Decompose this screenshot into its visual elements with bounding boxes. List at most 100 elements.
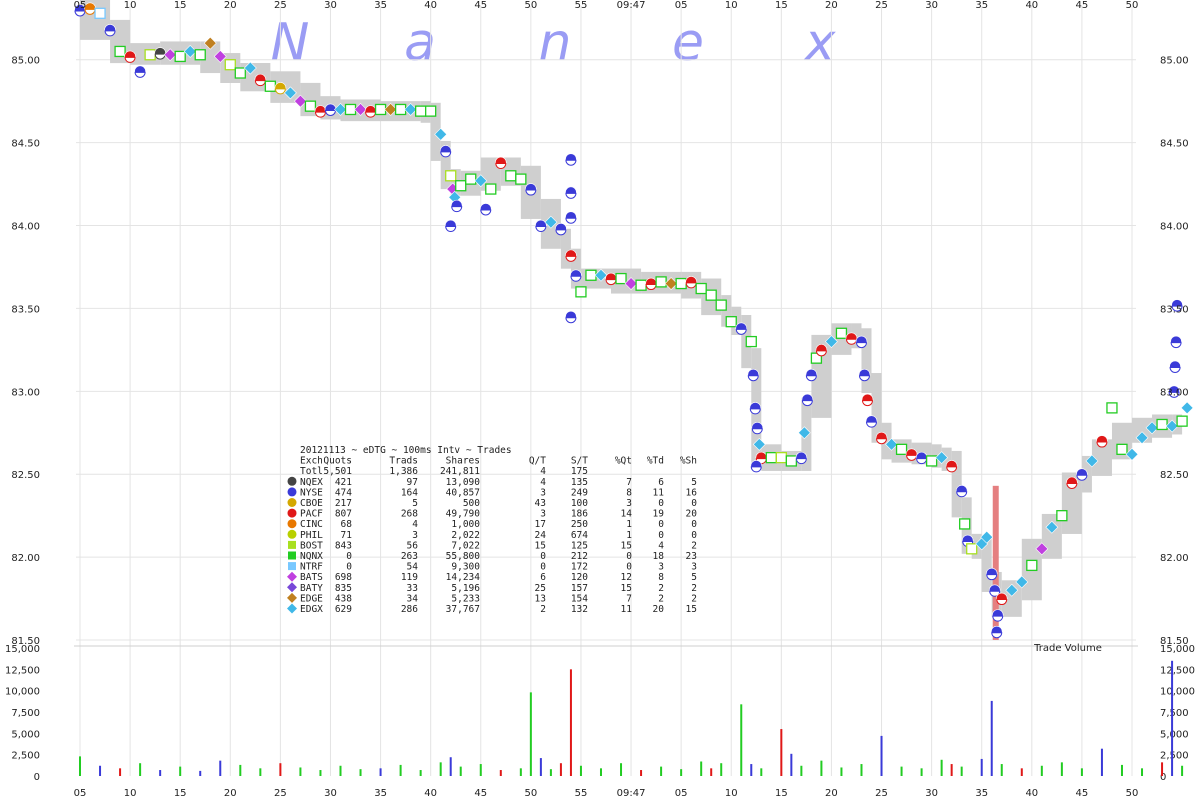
trade-marker-half [866,421,878,428]
legend: 20121113 ~ eDTG ~ 100ms Intv ~ TradesExc… [287,445,697,615]
trade-marker-half [801,400,813,407]
volume-bar [740,704,743,776]
volume-bar [750,764,753,776]
trade-marker-square [344,103,357,116]
legend-row-cell: 40,857 [446,487,480,498]
x-tick-label-bottom: 10 [124,788,137,799]
volume-bar [720,763,723,776]
legend-row-cell: 172 [571,562,588,573]
volume-bar [1141,768,1144,776]
legend-header-cell: Trads [389,456,418,467]
trade-marker-square [485,183,497,195]
trade-marker-half [1096,441,1108,448]
trade-marker-square [745,335,757,348]
volume-bar [900,766,903,776]
trade-marker-square [445,170,457,182]
legend-row-cell: 49,790 [446,509,481,520]
legend-row-cell: 835 [335,583,352,594]
trade-marker-square [144,49,156,61]
y-tick-label-left: 83.50 [11,304,40,315]
trade-marker-diamond [1135,431,1149,445]
trade-marker-square [465,173,477,185]
volume-bar [950,764,953,776]
volume-bar [419,770,422,776]
volume-bar [940,759,943,776]
trade-marker-square [615,272,627,285]
y-tick-label-right: 82.00 [1160,553,1189,564]
trade-marker-diamond [885,437,898,451]
trade-marker-diamond [1005,583,1019,597]
trade-marker-diamond [1045,520,1059,534]
legend-row-cell: PHIL [300,530,323,541]
x-tick-label-top: 05 [74,0,87,11]
legend-row-cell: 43 [535,498,546,509]
trade-marker-square [775,451,787,464]
trade-marker-square [715,299,727,311]
legend-row-cell: 25 [535,583,546,594]
volume-bar [379,768,382,776]
legend-row-cell: 0 [626,562,632,573]
legend-row-cell: 2,022 [451,530,480,541]
legend-row-cell: BOST [300,540,323,551]
trade-marker-half [750,466,762,473]
x-tick-label-bottom: 35 [975,788,988,799]
legend-total-cell: Totl [300,466,323,477]
trade-marker-half [134,71,146,78]
y-tick-label-right: 81.50 [1160,636,1189,647]
legend-row-cell: 6 [540,572,546,583]
trade-marker-square [1026,559,1038,572]
y-tick-label-left: 83.00 [11,387,40,398]
trade-marker-half [876,438,888,445]
trade-marker-diamond [283,86,297,100]
legend-swatch [287,592,297,603]
trade-marker-half [992,615,1004,622]
axes: 0505101015152020252530303535404045455050… [5,0,1195,799]
trade-marker-half [570,275,582,282]
legend-swatch [287,508,297,518]
trade-marker-half [815,350,827,357]
legend-row-cell: 286 [401,604,418,615]
volume-bar [439,762,442,776]
legend-row-cell: 119 [401,572,418,583]
x-tick-label-top: 25 [274,0,287,11]
trade-marker-half [996,599,1008,605]
legend-swatch [287,476,297,486]
legend-row-cell: 68 [341,519,353,530]
legend-row-cell: 843 [335,540,352,551]
x-tick-label-bottom: 09:47 [617,788,646,799]
trade-marker-half [751,428,763,435]
trade-marker-half [805,375,817,382]
legend-row-cell: 3 [626,498,632,509]
trade-marker-half [946,466,958,473]
legend-swatch [287,519,297,529]
trade-marker-square [765,451,777,464]
trade-marker-square [675,277,687,290]
trade-marker-square [1056,510,1068,522]
trade-markers [74,2,1194,639]
legend-row-cell: 7 [626,477,632,488]
trade-marker-half [991,632,1003,639]
legend-row-cell: 33 [407,583,418,594]
legend-row-cell: 807 [335,509,352,520]
trade-marker-half [1076,474,1088,481]
x-tick-label-top: 25 [875,0,888,11]
price-band-segment [871,373,882,443]
volume-bar [780,729,783,776]
x-tick-label-top: 40 [1025,0,1038,11]
legend-row-cell: 56 [407,540,419,551]
legend-swatch [287,487,297,497]
volume-bar [119,768,122,776]
legend-row-cell: 5 [691,477,697,488]
legend-row-cell: 20 [686,509,698,520]
legend-row-cell: 12 [621,572,632,583]
x-tick-label-top: 05 [675,0,688,11]
trade-marker-square [374,103,387,116]
legend-row-cell: 15 [686,604,697,615]
legend-row-cell: 54 [407,562,419,573]
trade-marker-half [1170,342,1182,349]
trade-marker-square [174,50,186,63]
legend-row-cell: 13,090 [446,477,481,488]
legend-row-cell: 157 [571,583,588,594]
y-tick-label-right: 83.00 [1160,387,1189,398]
legend-row-cell: 3 [540,487,546,498]
